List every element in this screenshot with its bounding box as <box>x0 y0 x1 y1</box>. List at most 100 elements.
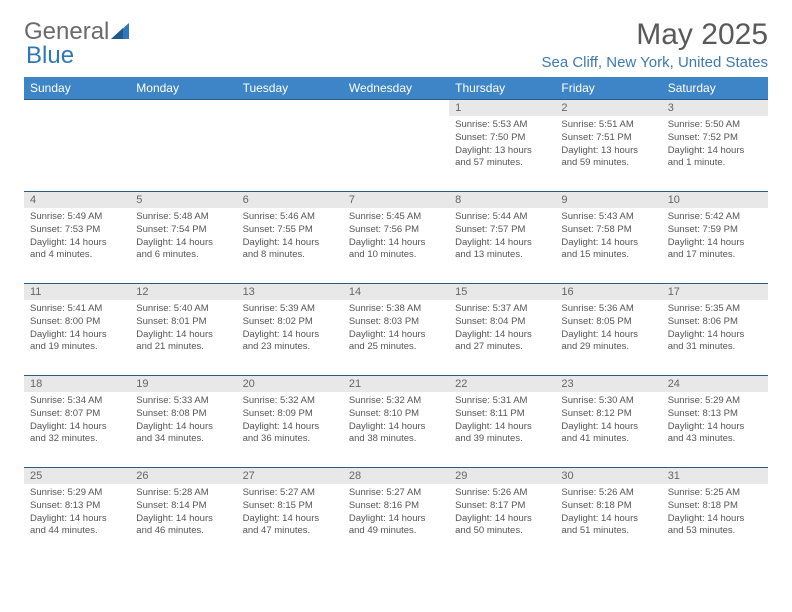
day-content: Sunrise: 5:46 AMSunset: 7:55 PMDaylight:… <box>237 208 343 266</box>
day-number: 13 <box>237 284 343 300</box>
brand-part2: Blue <box>26 42 74 70</box>
calendar-cell: 3Sunrise: 5:50 AMSunset: 7:52 PMDaylight… <box>662 100 768 192</box>
weekday-header: Saturday <box>662 77 768 100</box>
calendar-cell: 20Sunrise: 5:32 AMSunset: 8:09 PMDayligh… <box>237 376 343 468</box>
calendar-cell: 7Sunrise: 5:45 AMSunset: 7:56 PMDaylight… <box>343 192 449 284</box>
weekday-header: Friday <box>555 77 661 100</box>
day-content: Sunrise: 5:36 AMSunset: 8:05 PMDaylight:… <box>555 300 661 358</box>
weekday-header: Tuesday <box>237 77 343 100</box>
calendar-cell <box>24 100 130 192</box>
day-content: Sunrise: 5:45 AMSunset: 7:56 PMDaylight:… <box>343 208 449 266</box>
day-number: 17 <box>662 284 768 300</box>
day-number: 29 <box>449 468 555 484</box>
day-number: 26 <box>130 468 236 484</box>
day-number: 23 <box>555 376 661 392</box>
day-content: Sunrise: 5:44 AMSunset: 7:57 PMDaylight:… <box>449 208 555 266</box>
calendar-cell: 4Sunrise: 5:49 AMSunset: 7:53 PMDaylight… <box>24 192 130 284</box>
day-content: Sunrise: 5:41 AMSunset: 8:00 PMDaylight:… <box>24 300 130 358</box>
day-number: 14 <box>343 284 449 300</box>
month-title: May 2025 <box>541 18 768 52</box>
calendar-cell: 27Sunrise: 5:27 AMSunset: 8:15 PMDayligh… <box>237 468 343 560</box>
calendar-cell: 2Sunrise: 5:51 AMSunset: 7:51 PMDaylight… <box>555 100 661 192</box>
calendar-cell: 30Sunrise: 5:26 AMSunset: 8:18 PMDayligh… <box>555 468 661 560</box>
day-content: Sunrise: 5:35 AMSunset: 8:06 PMDaylight:… <box>662 300 768 358</box>
calendar-cell: 26Sunrise: 5:28 AMSunset: 8:14 PMDayligh… <box>130 468 236 560</box>
day-number-empty <box>343 100 449 116</box>
day-content: Sunrise: 5:49 AMSunset: 7:53 PMDaylight:… <box>24 208 130 266</box>
day-number: 31 <box>662 468 768 484</box>
calendar-cell: 8Sunrise: 5:44 AMSunset: 7:57 PMDaylight… <box>449 192 555 284</box>
calendar-cell <box>237 100 343 192</box>
day-content: Sunrise: 5:33 AMSunset: 8:08 PMDaylight:… <box>130 392 236 450</box>
calendar-cell: 11Sunrise: 5:41 AMSunset: 8:00 PMDayligh… <box>24 284 130 376</box>
day-number: 27 <box>237 468 343 484</box>
day-number: 19 <box>130 376 236 392</box>
day-number: 10 <box>662 192 768 208</box>
day-number: 1 <box>449 100 555 116</box>
weekday-header: Thursday <box>449 77 555 100</box>
day-number: 15 <box>449 284 555 300</box>
day-content: Sunrise: 5:27 AMSunset: 8:16 PMDaylight:… <box>343 484 449 542</box>
day-number: 11 <box>24 284 130 300</box>
day-content: Sunrise: 5:50 AMSunset: 7:52 PMDaylight:… <box>662 116 768 174</box>
day-number: 20 <box>237 376 343 392</box>
day-number: 25 <box>24 468 130 484</box>
calendar-cell: 21Sunrise: 5:32 AMSunset: 8:10 PMDayligh… <box>343 376 449 468</box>
header: General May 2025 Sea Cliff, New York, Un… <box>24 18 768 71</box>
calendar-body: 1Sunrise: 5:53 AMSunset: 7:50 PMDaylight… <box>24 100 768 560</box>
calendar-cell: 25Sunrise: 5:29 AMSunset: 8:13 PMDayligh… <box>24 468 130 560</box>
day-number: 22 <box>449 376 555 392</box>
day-number: 9 <box>555 192 661 208</box>
day-number-empty <box>24 100 130 116</box>
calendar-cell: 29Sunrise: 5:26 AMSunset: 8:17 PMDayligh… <box>449 468 555 560</box>
day-content: Sunrise: 5:26 AMSunset: 8:18 PMDaylight:… <box>555 484 661 542</box>
day-content: Sunrise: 5:48 AMSunset: 7:54 PMDaylight:… <box>130 208 236 266</box>
calendar-table: SundayMondayTuesdayWednesdayThursdayFrid… <box>24 77 768 560</box>
calendar-cell: 10Sunrise: 5:42 AMSunset: 7:59 PMDayligh… <box>662 192 768 284</box>
calendar-row: 18Sunrise: 5:34 AMSunset: 8:07 PMDayligh… <box>24 376 768 468</box>
weekday-header: Monday <box>130 77 236 100</box>
calendar-cell: 12Sunrise: 5:40 AMSunset: 8:01 PMDayligh… <box>130 284 236 376</box>
day-content: Sunrise: 5:32 AMSunset: 8:10 PMDaylight:… <box>343 392 449 450</box>
calendar-cell: 24Sunrise: 5:29 AMSunset: 8:13 PMDayligh… <box>662 376 768 468</box>
day-content: Sunrise: 5:31 AMSunset: 8:11 PMDaylight:… <box>449 392 555 450</box>
day-content: Sunrise: 5:53 AMSunset: 7:50 PMDaylight:… <box>449 116 555 174</box>
calendar-cell: 6Sunrise: 5:46 AMSunset: 7:55 PMDaylight… <box>237 192 343 284</box>
calendar-cell: 31Sunrise: 5:25 AMSunset: 8:18 PMDayligh… <box>662 468 768 560</box>
day-number: 7 <box>343 192 449 208</box>
calendar-cell: 19Sunrise: 5:33 AMSunset: 8:08 PMDayligh… <box>130 376 236 468</box>
day-number: 3 <box>662 100 768 116</box>
calendar-row: 4Sunrise: 5:49 AMSunset: 7:53 PMDaylight… <box>24 192 768 284</box>
calendar-cell: 22Sunrise: 5:31 AMSunset: 8:11 PMDayligh… <box>449 376 555 468</box>
day-content: Sunrise: 5:37 AMSunset: 8:04 PMDaylight:… <box>449 300 555 358</box>
day-content: Sunrise: 5:34 AMSunset: 8:07 PMDaylight:… <box>24 392 130 450</box>
day-content: Sunrise: 5:28 AMSunset: 8:14 PMDaylight:… <box>130 484 236 542</box>
day-number: 12 <box>130 284 236 300</box>
day-number: 30 <box>555 468 661 484</box>
calendar-cell <box>130 100 236 192</box>
weekday-header: Wednesday <box>343 77 449 100</box>
weekday-header: Sunday <box>24 77 130 100</box>
day-content: Sunrise: 5:43 AMSunset: 7:58 PMDaylight:… <box>555 208 661 266</box>
day-content: Sunrise: 5:30 AMSunset: 8:12 PMDaylight:… <box>555 392 661 450</box>
day-number: 6 <box>237 192 343 208</box>
calendar-row: 25Sunrise: 5:29 AMSunset: 8:13 PMDayligh… <box>24 468 768 560</box>
calendar-cell: 5Sunrise: 5:48 AMSunset: 7:54 PMDaylight… <box>130 192 236 284</box>
day-content: Sunrise: 5:27 AMSunset: 8:15 PMDaylight:… <box>237 484 343 542</box>
day-content: Sunrise: 5:29 AMSunset: 8:13 PMDaylight:… <box>662 392 768 450</box>
day-number: 24 <box>662 376 768 392</box>
calendar-cell: 9Sunrise: 5:43 AMSunset: 7:58 PMDaylight… <box>555 192 661 284</box>
day-content: Sunrise: 5:38 AMSunset: 8:03 PMDaylight:… <box>343 300 449 358</box>
day-number: 16 <box>555 284 661 300</box>
calendar-cell: 23Sunrise: 5:30 AMSunset: 8:12 PMDayligh… <box>555 376 661 468</box>
day-content: Sunrise: 5:40 AMSunset: 8:01 PMDaylight:… <box>130 300 236 358</box>
sail-icon <box>111 23 133 41</box>
day-content: Sunrise: 5:29 AMSunset: 8:13 PMDaylight:… <box>24 484 130 542</box>
day-content: Sunrise: 5:26 AMSunset: 8:17 PMDaylight:… <box>449 484 555 542</box>
day-number: 5 <box>130 192 236 208</box>
day-content: Sunrise: 5:25 AMSunset: 8:18 PMDaylight:… <box>662 484 768 542</box>
day-number: 18 <box>24 376 130 392</box>
location-label: Sea Cliff, New York, United States <box>541 54 768 71</box>
calendar-cell: 15Sunrise: 5:37 AMSunset: 8:04 PMDayligh… <box>449 284 555 376</box>
calendar-cell: 18Sunrise: 5:34 AMSunset: 8:07 PMDayligh… <box>24 376 130 468</box>
